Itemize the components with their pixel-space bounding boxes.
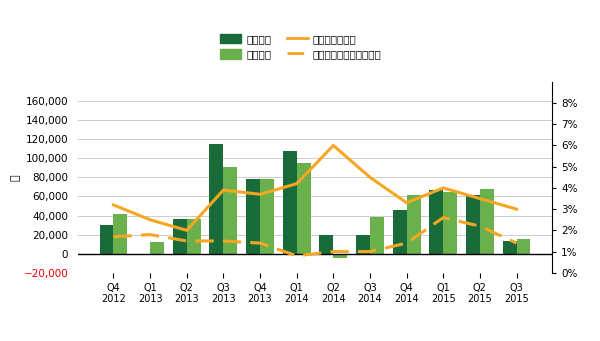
Bar xyxy=(296,163,311,254)
Bar xyxy=(187,219,200,254)
Bar xyxy=(209,144,223,254)
Bar xyxy=(113,213,127,254)
Bar xyxy=(319,235,334,254)
Legend: 新規供給, 新規需要, 空室率（全体）, 空室率（竣工１年以上）: 新規供給, 新規需要, 空室率（全体）, 空室率（竣工１年以上） xyxy=(216,30,386,64)
Bar xyxy=(392,210,407,254)
Bar xyxy=(407,195,421,254)
Bar xyxy=(334,254,347,258)
Bar xyxy=(503,241,517,254)
Bar xyxy=(246,179,260,254)
Bar xyxy=(260,179,274,254)
Bar xyxy=(150,242,164,254)
Bar xyxy=(517,239,530,254)
Bar xyxy=(173,219,187,254)
Bar xyxy=(466,194,480,254)
Bar xyxy=(480,189,494,254)
Bar xyxy=(100,225,113,254)
Bar xyxy=(283,151,296,254)
Bar xyxy=(430,190,443,254)
Bar xyxy=(370,218,384,254)
Bar xyxy=(223,167,238,254)
Bar xyxy=(443,192,457,254)
Y-axis label: 坪: 坪 xyxy=(11,174,21,181)
Bar xyxy=(356,235,370,254)
